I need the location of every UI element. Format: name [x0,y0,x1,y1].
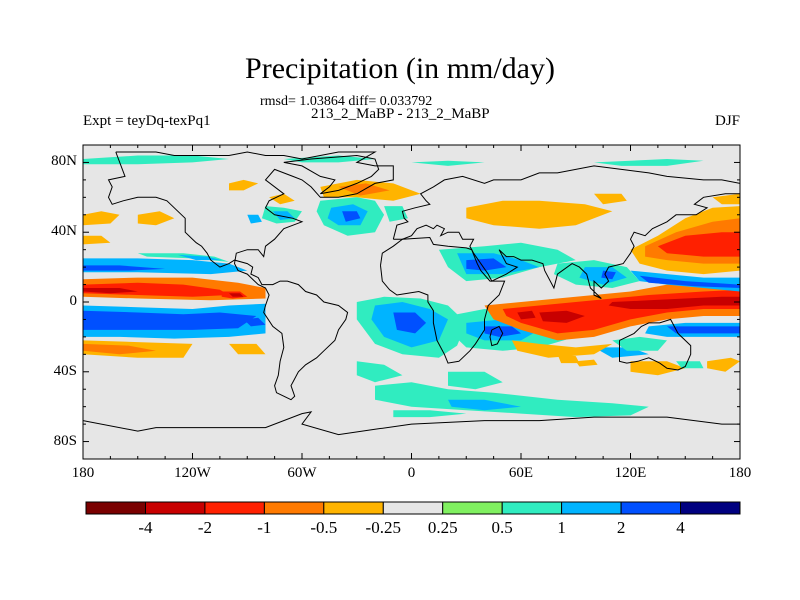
colorbar-label: -1 [257,518,272,537]
colorbar-swatch [85,501,146,515]
x-tick-label: 0 [407,465,416,481]
contour-pacific-n-band-2 [83,265,166,271]
contour-pac-e-band-2 [639,275,740,288]
contour-south-3 [393,410,467,418]
contour-pac-e-band-9 [676,361,704,369]
y-tick-label: 40N [51,223,77,240]
stats-line: rmsd= 1.03864 diff= 0.033792 [260,94,433,109]
contour-south-1 [375,382,649,418]
contour-canada-1 [229,179,259,191]
colorbar-label: -2 [197,518,212,537]
colorbar-label: -0.5 [310,518,338,537]
contour-arctic-green-3 [594,159,704,166]
contour-south-2 [448,399,521,411]
colorbar-label: 2 [616,518,626,537]
contour-pac-e-5 [466,200,613,229]
contour-eurasia-6 [601,270,616,280]
x-tick-label: 180 [728,465,752,481]
colorbar-label: 4 [676,518,685,537]
contour-pacific-n-5 [229,293,244,297]
contour-europe-4 [384,206,408,222]
coastlines [83,151,740,436]
contour-io-red-7 [511,340,613,358]
contour-pacific-s-3 [229,343,266,355]
colorbar [85,501,741,515]
coastline-6 [283,154,380,195]
contour-pacific-n-band-4 [177,254,222,261]
contour-africa-3 [393,312,427,334]
contour-pac-e-7 [712,193,740,205]
contour-pac-e-band-7 [707,357,740,372]
contour-europe-3 [342,211,361,222]
colorbar-swatch [323,501,384,515]
contour-pac-e-3 [657,232,740,257]
colorbar-swatch [620,501,682,515]
contour-pacific-eq-4 [243,317,266,327]
contour-io-red-6 [517,310,536,320]
contour-africa-5 [448,371,503,390]
contour-io-red-8 [557,354,580,364]
coastline-4 [489,325,504,347]
contour-regions [83,155,740,418]
colorbar-label: 0.5 [491,518,513,537]
y-tick-label: 80S [53,432,77,449]
contour-pac-e-band-4 [667,326,740,334]
colorbar-label: -4 [138,518,153,537]
contour-pac-e-band-5 [612,336,667,351]
chart-title: Precipitation (in mm/day) [245,52,555,85]
contour-pacific-nw-2 [137,211,175,226]
colorbar-swatch [680,501,741,515]
season-label: DJF [714,113,740,129]
contour-io-red-4 [639,300,695,306]
contour-pacific-nw-3 [83,235,111,245]
contour-canada-2 [269,193,295,205]
colorbar-label: 1 [557,518,566,537]
contour-canada-5 [247,214,262,224]
contour-pac-e-6 [594,193,627,205]
y-tick-label: 40S [53,362,77,379]
x-tick-label: 120E [614,465,647,481]
colorbar-swatch [382,501,444,515]
contour-pacific-eq-3 [83,314,229,325]
colorbar-swatch [442,501,503,515]
x-tick-label: 120W [174,465,211,481]
coastline-3 [619,318,692,371]
y-tick-label: 0 [69,293,78,309]
colorbar-swatch [561,501,622,515]
contour-pac-e-band-8 [575,359,598,367]
colorbar-label: -0.25 [365,518,401,537]
contour-pac-e-band-6 [630,361,686,376]
colorbar-swatch [501,501,563,515]
colorbar-swatch [145,501,206,515]
experiment-label: Expt = teyDq-texPq1 [83,113,211,129]
contour-pacific-s-2 [83,343,156,355]
contour-pacific-n-2 [83,282,229,297]
contour-arctic-green-2 [283,155,375,163]
colorbar-label: 0.25 [427,518,458,537]
contour-arctic-green-4 [411,160,485,166]
contour-pacific-nw-1 [83,211,120,226]
contour-africa-4 [356,361,403,383]
comparison-label: 213_2_MaBP - 213_2_MaBP [311,106,490,122]
y-tick-label: 80N [51,153,77,170]
contour-pacific-n-3 [83,288,138,294]
x-tick-label: 60W [287,465,317,481]
coastline-2 [380,236,506,364]
colorbar-swatch [263,501,325,515]
colorbar-swatch [204,501,265,515]
x-tick-label: 60E [508,465,534,481]
contour-pacific-n-band-3 [137,253,229,262]
x-tick-label: 180 [71,465,95,481]
coastline-1 [392,165,740,299]
coastline-5 [83,411,740,436]
coastline-0 [107,151,394,401]
axis-ticks [82,145,741,459]
contour-io-red-5 [539,310,585,323]
